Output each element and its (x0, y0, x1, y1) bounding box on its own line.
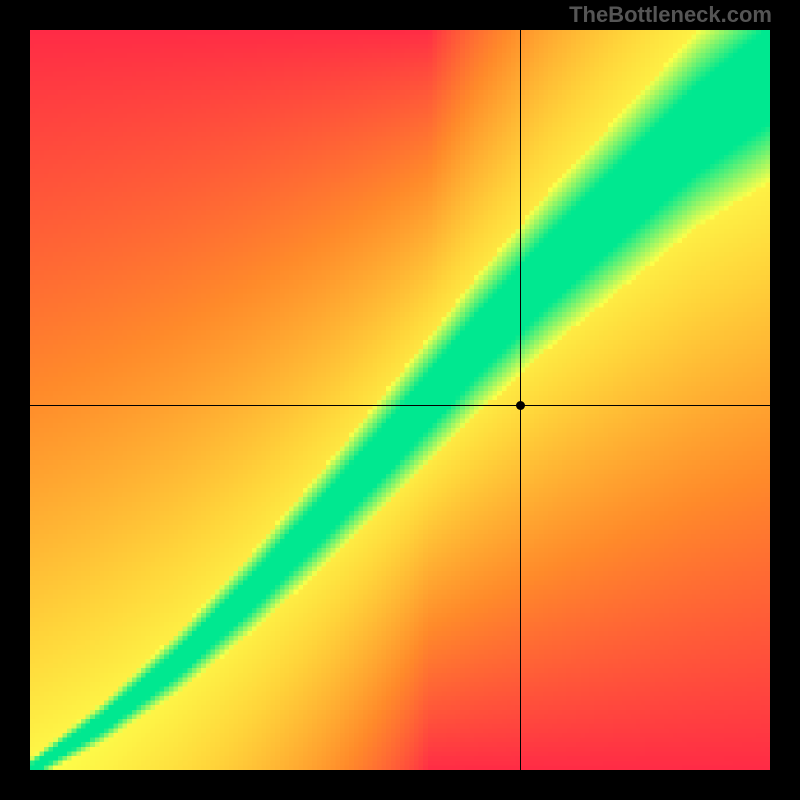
crosshair-vertical (520, 30, 521, 770)
crosshair-horizontal (30, 405, 770, 406)
chart-container: TheBottleneck.com (0, 0, 800, 800)
heatmap-canvas (30, 30, 770, 770)
watermark-text: TheBottleneck.com (569, 2, 772, 28)
